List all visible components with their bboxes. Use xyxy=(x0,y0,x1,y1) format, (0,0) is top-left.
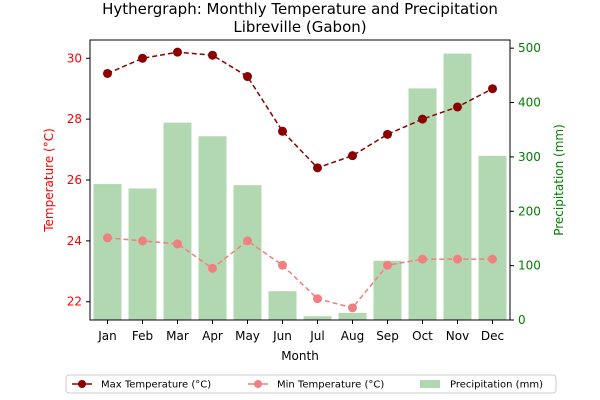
min-temperature-point xyxy=(418,254,427,264)
precipitation-bar xyxy=(233,185,262,320)
min-temperature-point xyxy=(313,294,322,304)
precipitation-bar xyxy=(268,291,297,320)
precipitation-bar xyxy=(408,88,437,320)
max-temperature-point xyxy=(488,84,497,94)
x-tick-label: Mar xyxy=(166,329,189,343)
y-left-tick-label: 22 xyxy=(67,295,82,309)
min-temperature-point xyxy=(208,263,217,273)
precipitation-bar xyxy=(338,312,367,320)
precipitation-bar xyxy=(198,136,227,320)
max-temperature-point xyxy=(453,102,462,112)
y-right-tick-label: 200 xyxy=(518,204,541,218)
max-temperature-point xyxy=(418,114,427,124)
precipitation-bar xyxy=(443,53,472,321)
y-axis-left-label: Temperature (°C) xyxy=(42,128,56,233)
max-temperature-line xyxy=(107,51,493,169)
legend-max-temperature-marker xyxy=(78,380,86,388)
max-temperature-point xyxy=(243,72,252,82)
x-axis-label: Month xyxy=(281,349,319,363)
precipitation-bars xyxy=(93,53,507,321)
x-tick-label: Sep xyxy=(376,329,399,343)
min-temperature-point xyxy=(138,236,147,246)
chart-legend: Max Temperature (°C) Min Temperature (°C)… xyxy=(65,374,557,394)
y-left-tick-label: 30 xyxy=(67,51,82,65)
min-temperature-point xyxy=(453,254,462,264)
precipitation-bar xyxy=(373,260,402,320)
min-temperature-line xyxy=(107,237,493,309)
x-tick-label: Apr xyxy=(202,329,223,343)
min-temperature-point xyxy=(383,260,392,270)
y-right-tick-label: 300 xyxy=(518,150,541,164)
x-tick-label: Dec xyxy=(481,329,504,343)
min-temperature-point xyxy=(103,233,112,243)
y-right-tick-label: 0 xyxy=(518,313,526,327)
y-right-tick-label: 500 xyxy=(518,41,541,55)
min-temperature-point xyxy=(278,260,287,270)
x-tick-label: Feb xyxy=(132,329,153,343)
y-axis-right-label: Precipitation (mm) xyxy=(552,124,566,236)
max-temperature-point xyxy=(313,163,322,173)
precipitation-bar xyxy=(128,188,157,320)
chart-axes: Jan Feb Mar Apr May Jun Jul Aug Sep Oct Nov Dec 22 24… xyxy=(67,39,541,343)
chart-subtitle: Libreville (Gabon) xyxy=(233,18,366,36)
temperature-lines xyxy=(103,47,497,313)
y-left-tick-label: 28 xyxy=(67,112,82,126)
x-tick-label: Jun xyxy=(272,329,292,343)
x-tick-label: Jul xyxy=(309,329,324,343)
precipitation-bar xyxy=(163,122,192,320)
chart-title: Hythergraph: Monthly Temperature and Pre… xyxy=(102,0,498,18)
legend-min-temperature-marker xyxy=(254,380,262,388)
y-right-tick-label: 400 xyxy=(518,96,541,110)
max-temperature-point xyxy=(278,126,287,136)
max-temperature-point xyxy=(103,68,112,78)
legend-max-temperature-label: Max Temperature (°C) xyxy=(101,380,211,391)
max-temperature-point xyxy=(208,50,217,60)
min-temperature-point xyxy=(348,303,357,313)
precipitation-bar xyxy=(93,184,122,320)
legend-precipitation-swatch xyxy=(420,380,440,388)
max-temperature-point xyxy=(138,53,147,63)
x-tick-label: Jan xyxy=(97,329,117,343)
max-temperature-point xyxy=(383,129,392,139)
legend-box xyxy=(65,374,557,394)
legend-min-temperature-label: Min Temperature (°C) xyxy=(277,380,384,391)
x-tick-label: Oct xyxy=(412,329,433,343)
min-temperature-point xyxy=(488,254,497,264)
max-temperature-point xyxy=(173,47,182,57)
x-tick-label: Aug xyxy=(341,329,364,343)
y-right-tick-label: 100 xyxy=(518,259,541,273)
legend-precipitation-label: Precipitation (mm) xyxy=(450,380,543,391)
y-left-tick-label: 24 xyxy=(67,234,82,248)
x-tick-label: Nov xyxy=(446,329,469,343)
min-temperature-point xyxy=(173,239,182,249)
y-left-tick-label: 26 xyxy=(67,173,82,187)
max-temperature-point xyxy=(348,151,357,161)
precipitation-bar xyxy=(478,155,507,320)
x-tick-label: May xyxy=(235,329,260,343)
min-temperature-point xyxy=(243,236,252,246)
precipitation-bar xyxy=(303,316,332,320)
